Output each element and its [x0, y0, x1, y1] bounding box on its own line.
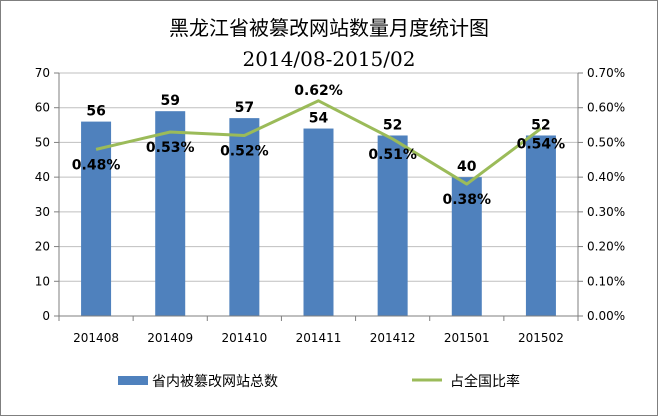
y-right-tick-label: 0.70%	[587, 66, 625, 80]
x-tick-label: 201410	[221, 331, 267, 345]
legend-swatch-bars	[118, 376, 148, 385]
y-left-tick-label: 50	[35, 135, 50, 149]
y-left-tick-label: 20	[35, 240, 50, 254]
y-right-tick-label: 0.40%	[587, 170, 625, 184]
bar	[81, 121, 112, 316]
bar-data-label: 59	[160, 93, 179, 109]
y-left-tick-label: 30	[35, 205, 50, 219]
line-data-label: 0.51%	[368, 147, 417, 163]
chart-title: 黑龙江省被篡改网站数量月度统计图	[169, 16, 489, 40]
x-tick-label: 201412	[370, 331, 416, 345]
line-series	[95, 99, 542, 186]
y-right-tick-label: 0.10%	[587, 274, 625, 288]
bar-data-label: 52	[383, 117, 402, 133]
bar-data-label: 54	[309, 111, 329, 127]
line-data-label: 0.53%	[146, 140, 195, 156]
chart-subtitle: 2014/08-2015/02	[243, 47, 416, 71]
line-data-label: 0.54%	[517, 137, 566, 153]
legend-label-line: 占全国比率	[450, 373, 520, 390]
line-data-label: 0.52%	[220, 143, 269, 159]
y-right-tick-label: 0.00%	[587, 309, 625, 323]
y-left-tick-label: 40	[35, 170, 50, 184]
y-right-tick-label: 0.60%	[587, 101, 625, 115]
x-tick-label: 201501	[444, 331, 490, 345]
legend-label-bars: 省内被篡改网站总数	[152, 373, 278, 390]
bar	[229, 118, 260, 316]
x-tick-label: 201409	[147, 331, 193, 345]
y-right-tick-label: 0.50%	[587, 135, 625, 149]
y-right-tick-label: 0.20%	[587, 240, 625, 254]
bar-data-label: 52	[531, 117, 550, 133]
line-data-label: 0.48%	[72, 157, 121, 173]
bar	[303, 128, 334, 316]
bar	[451, 177, 482, 316]
bar	[377, 135, 408, 316]
bar-data-label: 56	[86, 104, 105, 120]
y-left-tick-label: 0	[42, 309, 50, 323]
x-tick-label: 201502	[518, 331, 564, 345]
bar	[525, 135, 556, 316]
bar	[155, 111, 186, 316]
x-tick-label: 201408	[73, 331, 119, 345]
y-right-tick-label: 0.30%	[587, 205, 625, 219]
bar-data-label: 57	[235, 100, 254, 116]
y-left-tick-label: 10	[35, 274, 50, 288]
line-data-label: 0.38%	[442, 192, 491, 208]
y-left-tick-label: 60	[35, 101, 50, 115]
y-left-tick-label: 70	[35, 66, 50, 80]
x-tick-label: 201411	[296, 331, 342, 345]
line-data-label: 0.62%	[294, 83, 343, 99]
bar-data-label: 40	[457, 159, 477, 175]
